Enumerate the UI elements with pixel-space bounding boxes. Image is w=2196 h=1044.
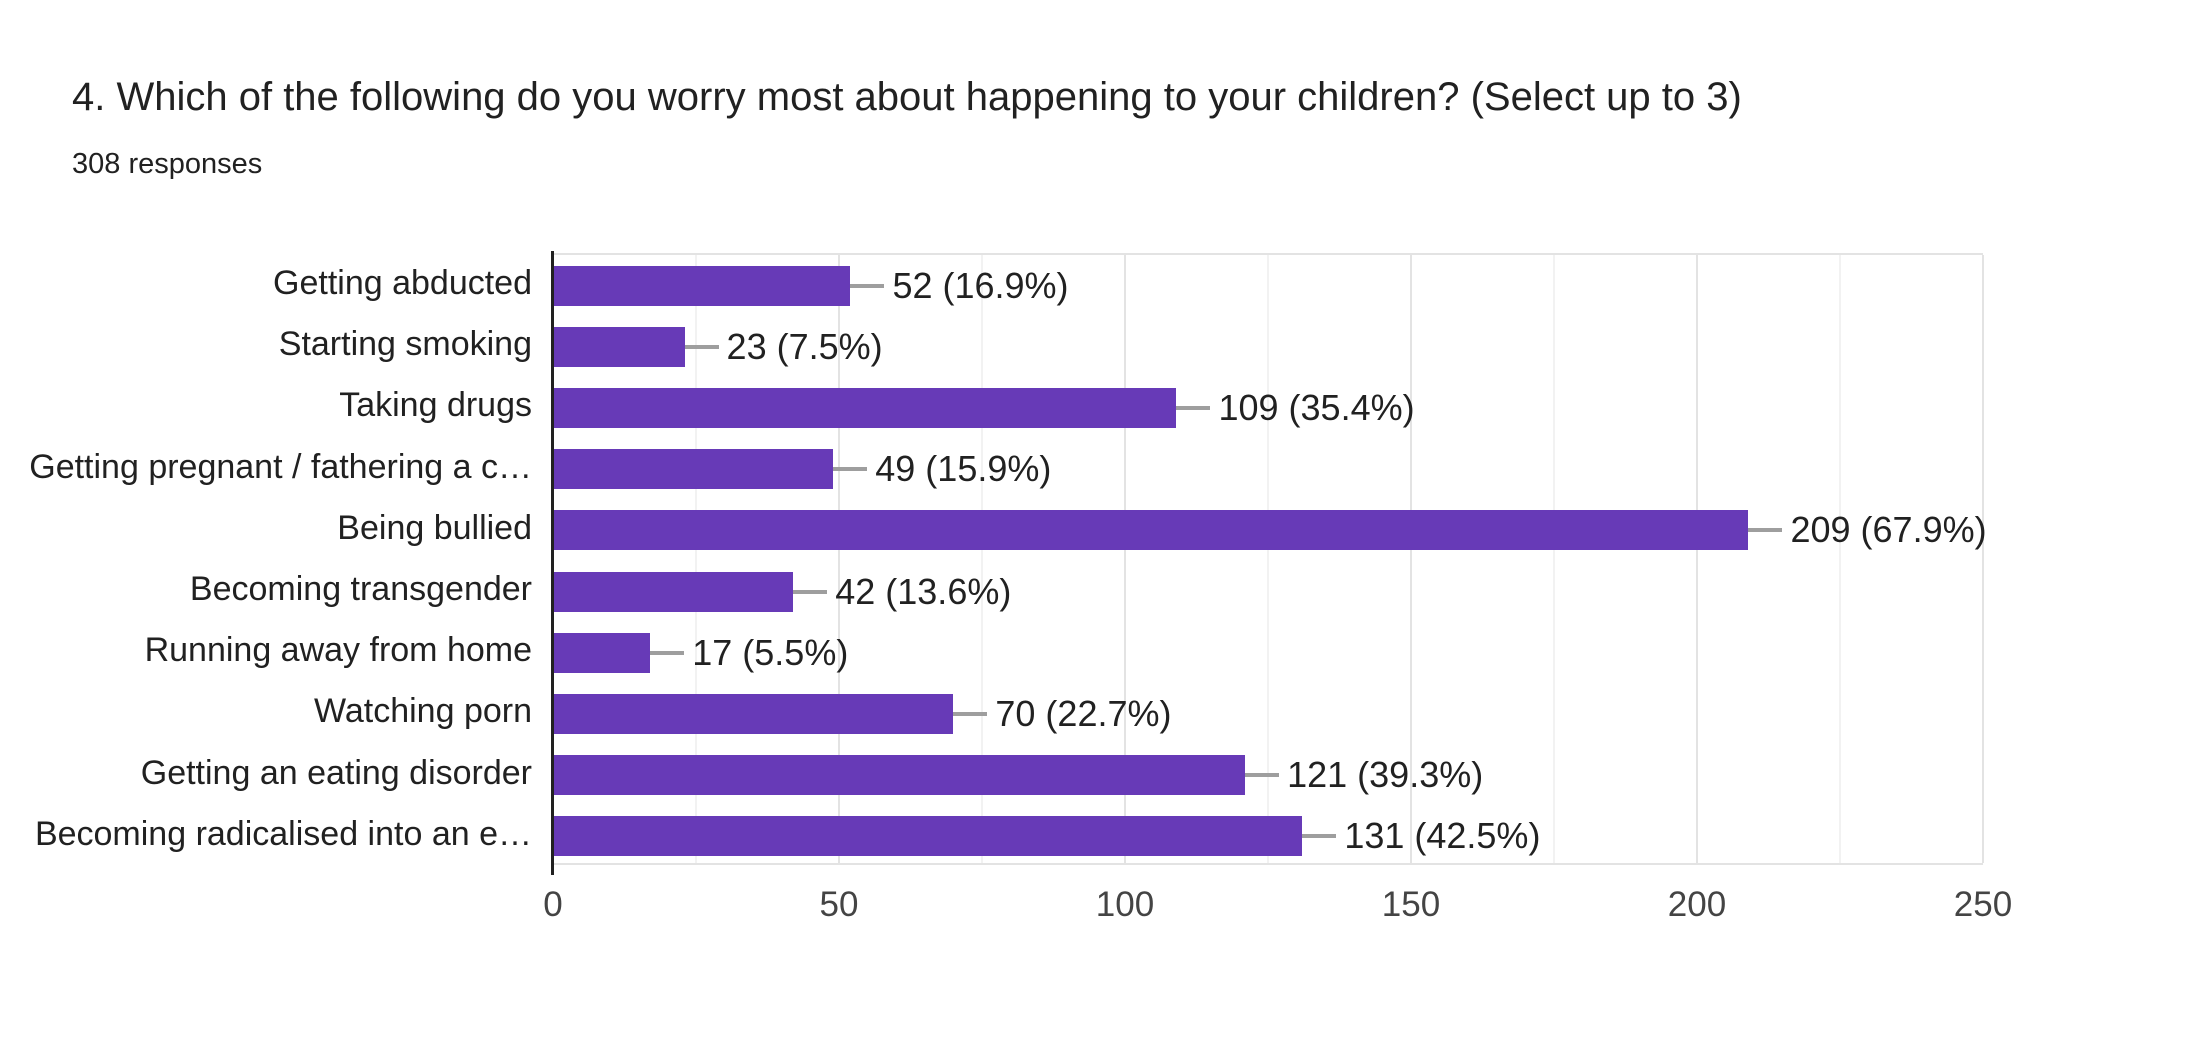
bar-segment — [553, 693, 954, 734]
value-connector-line — [953, 711, 988, 716]
value-label: 42 (13.6%) — [835, 570, 1012, 612]
bar-segment — [553, 755, 1246, 796]
bar-segment — [553, 816, 1303, 857]
value-label: 109 (35.4%) — [1218, 386, 1415, 428]
category-label: Being bullied — [337, 508, 532, 547]
x-tick-label: 150 — [1381, 885, 1441, 924]
responses-count: 308 responses — [72, 148, 263, 180]
minor-gridline — [1267, 255, 1269, 863]
bar-row: 42 (13.6%) — [553, 561, 1983, 622]
bar-row: 49 (15.9%) — [553, 439, 1983, 500]
value-label: 52 (16.9%) — [892, 264, 1069, 306]
category-label: Becoming radicalised into an e… — [34, 814, 532, 853]
value-label: 131 (42.5%) — [1344, 815, 1541, 857]
bar-segment — [553, 387, 1177, 428]
y-axis-line — [551, 251, 554, 875]
x-tick-label: 100 — [1095, 885, 1155, 924]
bar-chart-plot-area: 52 (16.9%) 23 (7.5%) 109 (35.4%) 49 (15.9%)… — [553, 253, 1987, 867]
value-label: 17 (5.5%) — [692, 631, 849, 673]
bar-row: 109 (35.4%) — [553, 377, 1983, 438]
value-connector-line — [793, 589, 828, 594]
major-gridline — [1982, 255, 1984, 863]
category-label: Watching porn — [314, 692, 532, 731]
major-gridline — [1410, 255, 1412, 863]
bar-row: 17 (5.5%) — [553, 622, 1983, 683]
bar-row: 52 (16.9%) — [553, 255, 1983, 316]
major-gridline — [1696, 255, 1698, 863]
x-tick-label: 200 — [1667, 885, 1727, 924]
value-label: 209 (67.9%) — [1790, 509, 1987, 551]
major-gridline — [1124, 255, 1126, 863]
category-label: Running away from home — [144, 631, 532, 670]
bar-segment — [553, 449, 834, 490]
value-connector-line — [1302, 834, 1337, 839]
value-connector-line — [1748, 528, 1783, 533]
bar-row: 70 (22.7%) — [553, 683, 1983, 744]
bar-segment — [553, 571, 794, 612]
value-connector-line — [1245, 773, 1280, 778]
minor-gridline — [1553, 255, 1555, 863]
category-label: Becoming transgender — [189, 570, 532, 609]
bar-segment — [553, 265, 851, 306]
category-label: Getting abducted — [273, 264, 532, 303]
value-connector-line — [650, 650, 685, 655]
question-title: 4. Which of the following do you worry m… — [72, 75, 1742, 119]
bar-row: 23 (7.5%) — [553, 316, 1983, 377]
x-tick-label: 0 — [543, 885, 563, 924]
bar-segment — [553, 326, 685, 367]
x-tick-label: 250 — [1953, 885, 2013, 924]
value-label: 121 (39.3%) — [1287, 754, 1484, 796]
minor-gridline — [1839, 255, 1841, 863]
bar-row: 131 (42.5%) — [553, 806, 1983, 867]
bar-segment — [553, 632, 651, 673]
value-connector-line — [850, 283, 885, 288]
x-tick-label: 50 — [819, 885, 859, 924]
category-label: Getting pregnant / fathering a c… — [29, 447, 532, 486]
minor-gridline — [695, 255, 697, 863]
bar-row: 209 (67.9%) — [553, 500, 1987, 561]
category-label: Taking drugs — [339, 386, 532, 425]
value-connector-line — [833, 467, 868, 472]
minor-gridline — [981, 255, 983, 863]
category-label: Starting smoking — [278, 325, 532, 364]
value-label: 23 (7.5%) — [726, 325, 883, 367]
category-label: Getting an eating disorder — [140, 753, 532, 792]
bar-row: 121 (39.3%) — [553, 745, 1983, 806]
value-connector-line — [684, 344, 719, 349]
value-connector-line — [1176, 405, 1211, 410]
value-label: 49 (15.9%) — [875, 448, 1052, 490]
major-gridline — [838, 255, 840, 863]
value-label: 70 (22.7%) — [995, 692, 1172, 734]
bar-segment — [553, 510, 1749, 551]
